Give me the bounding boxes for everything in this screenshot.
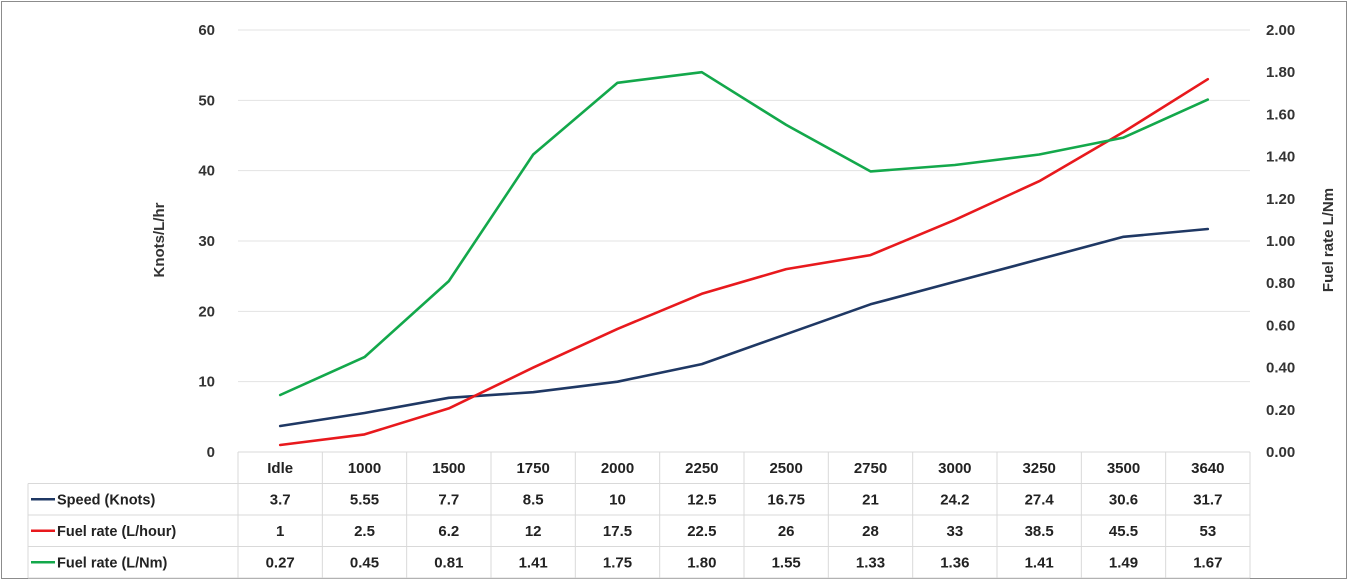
table-cell: 31.7 (1193, 491, 1222, 508)
table-cell: 24.2 (940, 491, 969, 508)
table-cell: 45.5 (1109, 523, 1138, 540)
table-cell: 6.2 (438, 523, 459, 540)
left-tick-label: 60 (198, 22, 215, 39)
table-cell: 27.4 (1025, 491, 1055, 508)
left-tick-label: 40 (198, 163, 215, 180)
right-tick-label: 0.40 (1266, 360, 1295, 377)
table-cell: 38.5 (1025, 523, 1054, 540)
table-cell: 1.41 (1025, 554, 1054, 571)
category-label: 1750 (516, 460, 549, 477)
data-table: Idle 1000 1500 1750 2000 2250 2500 2750 3000 3250… (27, 451, 1251, 579)
table-cell: 53 (1199, 523, 1216, 540)
right-tick-label: 1.40 (1266, 149, 1295, 166)
left-tick-label: 20 (198, 303, 215, 320)
right-tick-label: 0.80 (1266, 275, 1295, 292)
gridlines (238, 29, 1250, 383)
left-tick-label: 50 (198, 92, 215, 109)
table-cell: 17.5 (603, 523, 632, 540)
series-line-2 (278, 77, 1210, 447)
right-tick-label: 2.00 (1266, 22, 1295, 39)
table-cell: 2.5 (354, 523, 375, 540)
table-cell: 1.75 (603, 554, 632, 571)
category-label: 3250 (1022, 460, 1055, 477)
category-label: 2250 (685, 460, 718, 477)
table-cell: 5.55 (350, 491, 379, 508)
right-tick-label: 1.00 (1266, 233, 1295, 250)
table-cell: 1.67 (1193, 554, 1222, 571)
table-cell: 1.33 (856, 554, 885, 571)
right-tick-label: 1.20 (1266, 191, 1295, 208)
table-cell: 30.6 (1109, 491, 1138, 508)
table-cell: 21 (862, 491, 879, 508)
category-label: Idle (267, 460, 293, 477)
table-cell: 22.5 (687, 523, 716, 540)
table-cell: 3.7 (270, 491, 291, 508)
category-label: 2000 (601, 460, 634, 477)
right-tick-label: 0.20 (1266, 402, 1295, 419)
left-axis-ticks: 0 10 20 30 40 50 60 (198, 22, 215, 461)
table-cell: 12.5 (687, 491, 716, 508)
right-tick-label: 1.60 (1266, 106, 1295, 123)
table-cell: 0.81 (434, 554, 463, 571)
left-tick-label: 10 (198, 374, 215, 391)
left-tick-label: 0 (207, 444, 215, 461)
table-cell: 12 (525, 523, 542, 540)
table-cell: 1.55 (772, 554, 801, 571)
category-label: 2500 (769, 460, 802, 477)
category-label: 1500 (432, 460, 465, 477)
table-cell: 0.45 (350, 554, 379, 571)
category-label: 1000 (348, 460, 381, 477)
category-label: 2750 (854, 460, 887, 477)
left-axis-title: Knots/L/hr (151, 202, 168, 277)
table-cell: 1.49 (1109, 554, 1138, 571)
series-line-3 (278, 70, 1210, 397)
table-cell: 16.75 (767, 491, 805, 508)
series-line-1 (278, 227, 1210, 428)
category-label: 3640 (1191, 460, 1224, 477)
right-tick-label: 0.00 (1266, 444, 1295, 461)
table-cell: 0.27 (266, 554, 295, 571)
table-cell: 8.5 (523, 491, 544, 508)
table-cell: 7.7 (438, 491, 459, 508)
table-cell: 1 (276, 523, 284, 540)
series-label: Speed (Knots) (57, 492, 155, 508)
right-axis-ticks: 0.00 0.20 0.40 0.60 0.80 1.00 1.20 1.40 1.60 1.80… (1266, 22, 1295, 461)
category-label: 3000 (938, 460, 971, 477)
series-label: Fuel rate (L/hour) (57, 524, 176, 540)
category-label: 3500 (1107, 460, 1140, 477)
series-label: Fuel rate (L/Nm) (57, 555, 168, 571)
series-lines (278, 70, 1210, 447)
table-cell: 1.80 (687, 554, 716, 571)
table-cell: 33 (946, 523, 963, 540)
table-cell: 28 (862, 523, 879, 540)
table-cell: 26 (778, 523, 795, 540)
table-cell: 1.36 (940, 554, 969, 571)
table-cell: 10 (609, 491, 626, 508)
left-tick-label: 30 (198, 233, 215, 250)
right-tick-label: 1.80 (1266, 64, 1295, 81)
right-tick-label: 0.60 (1266, 317, 1295, 334)
table-cell: 1.41 (519, 554, 548, 571)
right-axis-title: Fuel rate L/Nm (1320, 188, 1337, 292)
